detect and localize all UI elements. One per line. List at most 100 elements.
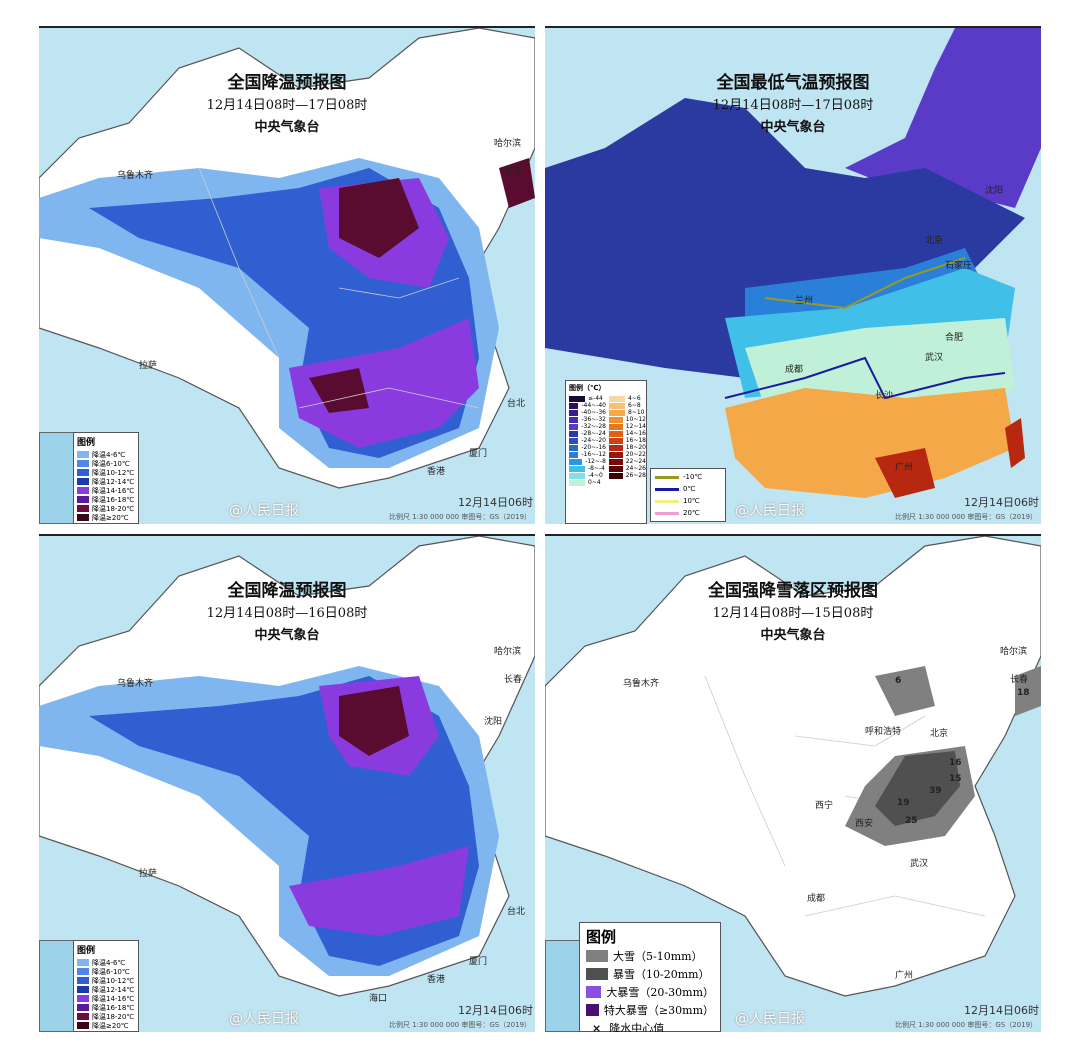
legend-item: 降温12-14℃: [74, 477, 138, 486]
legend-item: × 降水中心值: [586, 1019, 714, 1033]
legend-item: 降温6-10℃: [74, 459, 138, 468]
map-title: 全国降温预报图: [227, 73, 347, 93]
map-source: 中央气象台: [254, 628, 320, 643]
snow-zone-blizzard: [875, 751, 960, 826]
city-label: 广州: [895, 463, 914, 473]
legend: 图例 降温4-6℃ 降温6-10℃ 降温10-12℃ 降温12-14℃ 降温14…: [73, 432, 139, 524]
city-label: 沈阳: [985, 186, 1004, 196]
snow-center-value: 19: [897, 798, 910, 808]
city-label: 乌鲁木齐: [117, 171, 154, 181]
legend-item: 降温10-12℃: [74, 976, 138, 985]
city-label: 成都: [807, 894, 826, 904]
legend-item: 10~12: [606, 416, 646, 423]
legend-title: 图例: [77, 946, 96, 956]
city-label: 武汉: [925, 353, 944, 363]
legend-item: 降温10-12℃: [74, 468, 138, 477]
legend-item: 降温4-6℃: [74, 450, 138, 459]
cooling-zone-deep: [309, 158, 535, 413]
legend-scale: ≤-44 -44~-40 -40~-36 -36~-32 -32~-28 -28~-24-…: [566, 395, 646, 486]
city-label: 台北: [507, 399, 526, 409]
legend-title: 图例（℃）: [569, 384, 606, 392]
zone-hot: [875, 418, 1025, 498]
legend-item: 大暴雪（20-30mm）: [586, 983, 714, 1001]
watermark: @人民日报: [229, 1011, 299, 1027]
zone-warm: [725, 388, 1015, 498]
south-sea-inset: [39, 432, 75, 524]
map-source: 中央气象台: [760, 120, 826, 135]
city-label: 北京: [930, 729, 949, 739]
legend-item: -12~-8: [566, 458, 606, 465]
isoline-legend-item: 0℃: [655, 483, 721, 495]
city-label: 广州: [895, 971, 914, 981]
isoline-legend-item: 10℃: [655, 495, 721, 507]
legend-item: -44~-40: [566, 402, 606, 409]
legend-item: 降温≥20℃: [74, 1021, 138, 1030]
legend-item: 降温14-16℃: [74, 486, 138, 495]
city-label: 成都: [785, 365, 804, 375]
isoline-0: [724, 356, 1006, 400]
snow-center-value: 16: [949, 758, 962, 768]
legend: 图例 大雪（5-10mm） 暴雪（10-20mm） 大暴雪（20-30mm） 特…: [579, 922, 721, 1032]
legend-item: 降温16-18℃: [74, 1003, 138, 1012]
legend-item: 22~24: [606, 458, 646, 465]
legend-title: 图例: [77, 438, 96, 448]
province-lines: [198, 167, 480, 409]
scale-note: 比例尺 1:30 000 000 审图号：GS（2019）: [895, 1021, 1038, 1029]
legend-item: 降温≥20℃: [74, 513, 138, 522]
legend-item: ≤-44: [566, 395, 606, 402]
zone-purple-north: [845, 28, 1041, 208]
legend-item: 降温14-16℃: [74, 994, 138, 1003]
legend-item: -8~-4: [566, 465, 606, 472]
map-title: 全国降温预报图: [227, 581, 347, 601]
city-label: 西安: [855, 819, 874, 829]
map-period: 12月14日08时—17日08时: [206, 98, 368, 113]
map-snow: [545, 536, 1041, 997]
city-label: 哈尔滨: [1000, 647, 1028, 657]
south-sea-inset: [545, 940, 581, 1032]
south-sea-inset: [39, 940, 75, 1032]
legend-item: 降温18-20℃: [74, 504, 138, 513]
panel-cooling-forecast-16: 全国降温预报图 12月14日08时—16日08时 中央气象台 乌鲁木齐 哈尔滨 …: [39, 534, 535, 1032]
snow-center-value: 25: [905, 816, 918, 826]
isoline-legend: -10℃ 0℃ 10℃ 20℃: [650, 468, 726, 522]
city-label: 长春: [504, 167, 523, 177]
legend-item: 20~22: [606, 451, 646, 458]
city-label: 厦门: [469, 449, 488, 459]
legend-item: -24~-20: [566, 437, 606, 444]
isoline-legend-item: 20℃: [655, 507, 721, 519]
issue-time: 12月14日06时: [964, 1004, 1039, 1017]
city-label: 乌鲁木齐: [117, 679, 154, 689]
legend-item: 特大暴雪（≥30mm）: [586, 1001, 714, 1019]
city-label: 香港: [427, 467, 446, 477]
city-label: 乌鲁木齐: [623, 679, 660, 689]
city-label: 哈尔滨: [494, 647, 522, 657]
map-source: 中央气象台: [254, 120, 320, 135]
city-label: 拉萨: [139, 869, 158, 879]
map-source: 中央气象台: [760, 628, 826, 643]
legend-item: 0~4: [566, 479, 606, 486]
city-label: 长沙: [875, 391, 894, 401]
scale-note: 比例尺 1:30 000 000 审图号：GS（2019）: [389, 513, 532, 521]
city-label: 北京: [925, 236, 944, 246]
map-period: 12月14日08时—17日08时: [712, 98, 874, 113]
legend-item: 8~10: [606, 409, 646, 416]
cooling-zone-deep: [339, 686, 409, 756]
city-label: 长春: [1010, 675, 1029, 685]
legend-title: 图例: [586, 928, 617, 946]
snow-center-value: 39: [929, 786, 942, 796]
legend: 图例（℃） ≤-44 -44~-40 -40~-36 -36~-32 -32~-28 -2…: [565, 380, 647, 524]
city-label: 拉萨: [139, 361, 158, 371]
map-title: 全国最低气温预报图: [716, 73, 870, 93]
map-period: 12月14日08时—16日08时: [206, 606, 368, 621]
city-label: 合肥: [945, 333, 964, 343]
legend-item: 18~20: [606, 444, 646, 451]
panel-cooling-forecast-17: 全国降温预报图 12月14日08时—17日08时 中央气象台 乌鲁木齐 哈尔滨 …: [39, 26, 535, 524]
legend-item: -40~-36: [566, 409, 606, 416]
city-label: 呼和浩特: [865, 727, 902, 737]
cooling-zone-purple: [289, 676, 469, 936]
legend-item: 14~16: [606, 430, 646, 437]
issue-time: 12月14日06时: [964, 496, 1039, 509]
legend-item: 降温16-18℃: [74, 495, 138, 504]
legend-item: -16~-12: [566, 451, 606, 458]
issue-time: 12月14日06时: [458, 1004, 533, 1017]
